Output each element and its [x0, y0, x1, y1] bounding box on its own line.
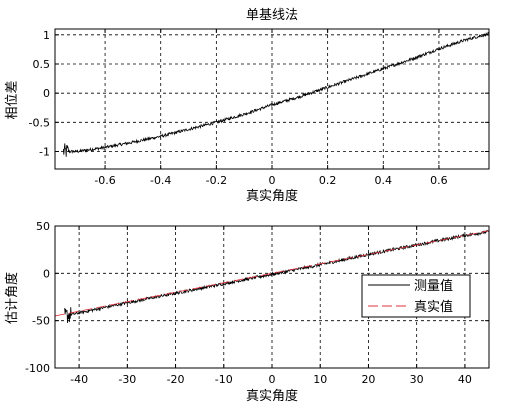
y-tick-label: -50 [32, 315, 50, 328]
x-tick-label: -20 [167, 373, 185, 386]
series-line-0 [62, 31, 490, 157]
x-tick-label: -0.2 [206, 174, 227, 187]
x-tick-label: 20 [361, 373, 375, 386]
chart-top-ylabel: 相位差 [5, 80, 20, 119]
chart-bottom: -40 -30 -20 -10 0 10 20 30 40 500-50-100 真实角度 估计… [4, 220, 490, 404]
chart-top-series [62, 31, 490, 157]
x-tick-label: -30 [118, 373, 136, 386]
chart-top-xlabel: 真实角度 [246, 188, 298, 204]
chart-top-title: 单基线法 [246, 8, 298, 23]
y-tick-label: 0.5 [33, 58, 51, 71]
chart-bottom-ylabel: 估计角度 [4, 272, 20, 324]
x-tick-label: 40 [458, 373, 472, 386]
chart-bottom-xlabel: 真实角度 [246, 388, 298, 404]
x-tick-label: -10 [215, 373, 233, 386]
x-tick-label: 0.4 [375, 174, 393, 187]
x-tick-label: 30 [410, 373, 424, 386]
chart-bottom-y-ticks: 50 0 -50 -100 [25, 220, 489, 375]
legend-box [361, 274, 471, 318]
x-tick-label: 0 [269, 174, 276, 187]
legend-label-true: 真实值 [414, 299, 453, 315]
y-tick-label: -1 [39, 146, 50, 159]
legend-label-measured: 测量值 [414, 278, 453, 294]
x-tick-label: -0.6 [94, 174, 115, 187]
x-tick-label: 0.2 [319, 174, 337, 187]
x-tick-label: 0 [269, 373, 276, 386]
x-tick-label: 10 [313, 373, 327, 386]
y-tick-label: 0 [43, 267, 50, 280]
chart-top-grid [55, 29, 489, 169]
chart-top: 单基线法 -0.6 -0.4 -0.2 0 0.2 0.4 0.6 10.50-0.5-1 … [5, 8, 490, 204]
x-tick-label: -0.4 [150, 174, 171, 187]
y-tick-label: 1 [43, 29, 50, 42]
legend: 测量值 真实值 [361, 274, 471, 318]
x-tick-label: 0.6 [430, 174, 448, 187]
chart-top-y-ticks: 1 0.5 0 -0.5 -1 [29, 29, 489, 159]
chart-bottom-x-ticks: -40 -30 -20 -10 0 10 20 30 40 [70, 226, 472, 386]
y-tick-label: 50 [36, 220, 50, 233]
series-line-1 [54, 230, 490, 317]
y-tick-label: 0 [43, 87, 50, 100]
y-tick-label: -0.5 [29, 116, 50, 129]
x-tick-label: -40 [70, 373, 88, 386]
chart-bottom-series [54, 229, 490, 323]
chart-top-x-ticks: -0.6 -0.4 -0.2 0 0.2 0.4 0.6 [94, 29, 448, 187]
y-tick-label: -100 [25, 362, 50, 375]
